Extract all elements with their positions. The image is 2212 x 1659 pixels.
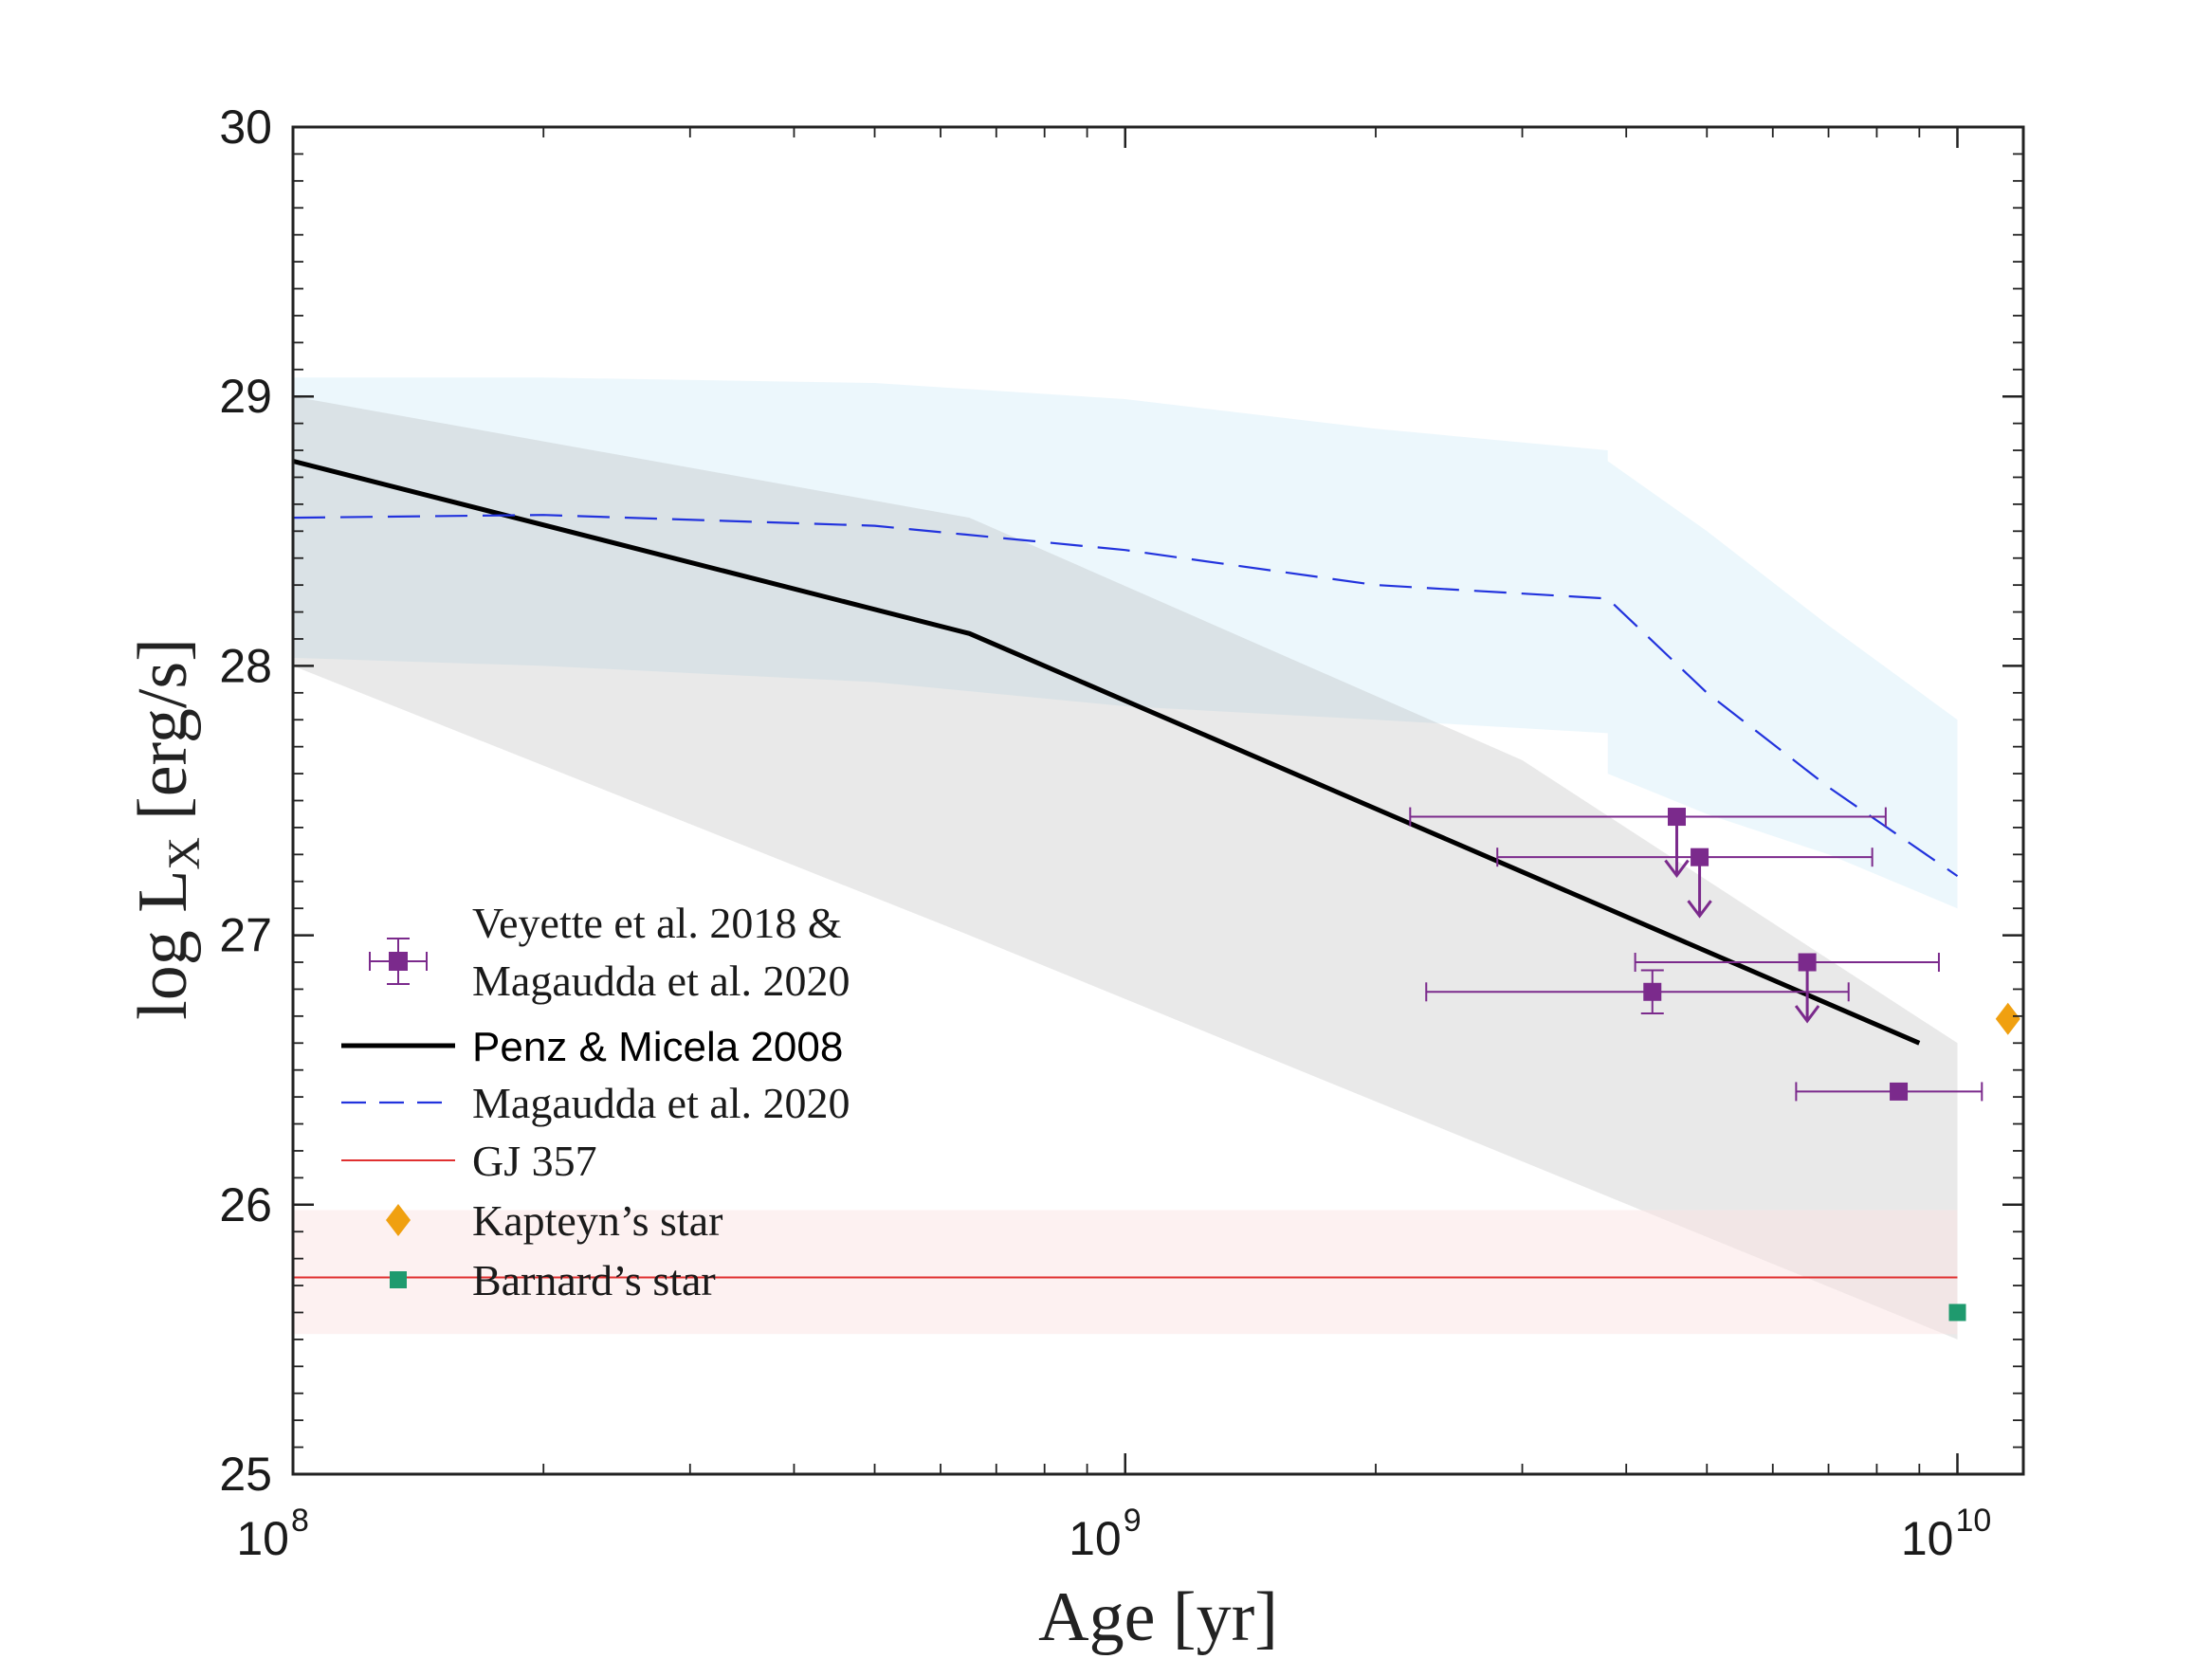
upper-limit-head-1 [1687, 900, 1712, 919]
data-point-2 [1798, 953, 1817, 972]
y-tick-label: 29 [219, 370, 272, 423]
legend-marker-barnard [390, 1271, 407, 1288]
data-point-3 [1643, 982, 1662, 1001]
legend-label-gj357: GJ 357 [472, 1137, 597, 1185]
y-tick-label: 27 [219, 909, 272, 962]
upper-limit-head-0 [1664, 859, 1690, 879]
series-line-1 [293, 458, 1921, 1046]
x-tick-exponent: 10 [1955, 1503, 1991, 1539]
marker-diamond-0 [1995, 1002, 2020, 1035]
legend-label-barnard: Barnard’s star [472, 1256, 716, 1304]
legend-label-veyette-line2: Magaudda et al. 2020 [472, 957, 850, 1005]
uncertainty-bands [293, 377, 1958, 1340]
upper-limit-head-2 [1794, 1005, 1820, 1024]
legend-label-magaudda: Magaudda et al. 2020 [472, 1079, 850, 1127]
y-tick-label: 30 [219, 100, 272, 154]
x-tick-label: 10 9 [1069, 1503, 1142, 1565]
legend-marker-kapteyn [386, 1204, 411, 1236]
band-2 [293, 1210, 1958, 1335]
x-tick-base: 10 [1069, 1512, 1122, 1565]
legend-label-kapteyn: Kapteyn’s star [472, 1196, 722, 1245]
data-point-0 [1667, 808, 1686, 827]
y-axis-title-main: log L [124, 870, 202, 1020]
y-axis-title-subscript: X [159, 837, 210, 870]
x-tick-base: 10 [236, 1512, 289, 1565]
y-axis-title: log LX [erg/s] [124, 638, 210, 1020]
data-points [1409, 807, 2020, 1322]
legend-label-veyette: Veyette et al. 2018 & [472, 899, 842, 947]
legend-label-penz: Penz & Micela 2008 [472, 1024, 843, 1070]
band-0 [293, 377, 1958, 909]
y-axis-title-unit: [erg/s] [124, 638, 202, 820]
legend: Veyette et al. 2018 & Magaudda et al. 202… [341, 899, 850, 1304]
y-tick-label: 28 [219, 639, 272, 692]
x-axis-title: Age [yr] [1038, 1578, 1278, 1656]
x-tick-exponent: 8 [291, 1503, 309, 1539]
x-tick-exponent: 9 [1124, 1503, 1142, 1539]
data-point-4 [1890, 1082, 1909, 1101]
data-point-1 [1691, 848, 1709, 866]
x-tick-base: 10 [1901, 1512, 1954, 1565]
y-tick-label: 26 [219, 1178, 272, 1231]
series-line-2 [293, 514, 1959, 878]
x-tick-label: 10 8 [236, 1503, 309, 1565]
model-lines [293, 458, 1959, 1279]
x-tick-label: 10 10 [1901, 1503, 1991, 1565]
band-1 [293, 396, 1958, 1340]
y-tick-label: 25 [219, 1448, 272, 1501]
legend-errorbar-marker [389, 952, 408, 971]
marker-square-0 [1948, 1304, 1966, 1322]
